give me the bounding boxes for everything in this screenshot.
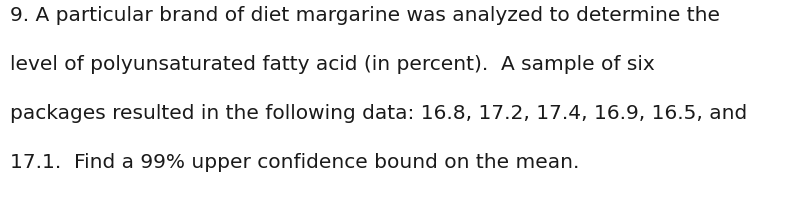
Text: 17.1.  Find a 99% upper confidence bound on the mean.: 17.1. Find a 99% upper confidence bound … [10,153,578,172]
Text: packages resulted in the following data: 16.8, 17.2, 17.4, 16.9, 16.5, and: packages resulted in the following data:… [10,104,746,123]
Text: 9. A particular brand of diet margarine was analyzed to determine the: 9. A particular brand of diet margarine … [10,6,719,25]
Text: level of polyunsaturated fatty acid (in percent).  A sample of six: level of polyunsaturated fatty acid (in … [10,55,654,74]
